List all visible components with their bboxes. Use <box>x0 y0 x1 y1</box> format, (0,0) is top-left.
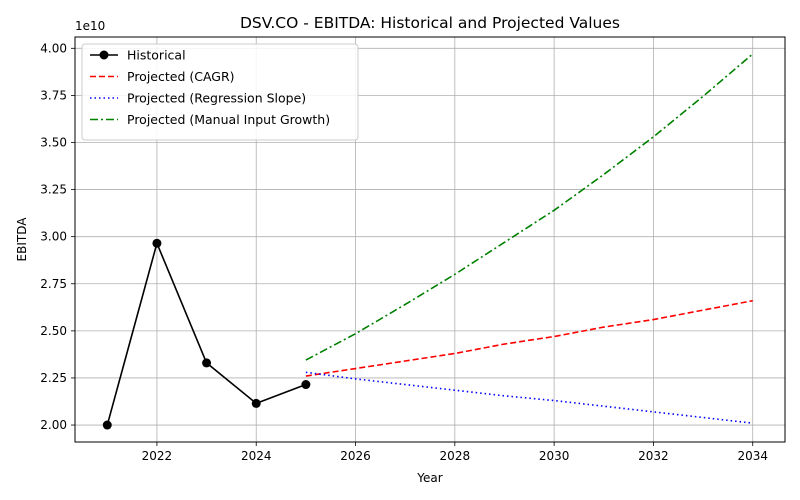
series-point-0 <box>202 358 212 368</box>
y-tick-label: 3.75 <box>40 88 67 102</box>
legend-label-3: Projected (Manual Input Growth) <box>127 112 330 127</box>
y-tick-label: 3.00 <box>40 230 67 244</box>
series-line-2 <box>305 371 753 424</box>
y-tick-label: 2.50 <box>40 324 67 338</box>
legend: Historical Projected (CAGR) Projected (Reg… <box>81 43 359 141</box>
y-axis: 2.00 2.25 2.50 2.75 3.00 3.25 3.50 3.75 4.00 <box>40 41 75 432</box>
y-tick-label: 4.00 <box>40 41 67 55</box>
y-tick-label: 2.00 <box>40 418 67 432</box>
x-tick-label: 2024 <box>241 449 272 463</box>
y-tick-label: 3.50 <box>40 135 67 149</box>
y-tick-label: 3.25 <box>40 183 67 197</box>
x-tick-label: 2022 <box>142 449 173 463</box>
x-tick-label: 2034 <box>737 449 768 463</box>
x-tick-label: 2026 <box>340 449 371 463</box>
y-tick-label: 2.75 <box>40 277 67 291</box>
x-tick-label: 2030 <box>539 449 570 463</box>
x-axis-title: Year <box>416 471 442 485</box>
series-layer <box>102 53 754 430</box>
x-tick-label: 2032 <box>638 449 669 463</box>
x-axis: 2022 2024 2026 2028 2030 2032 2034 <box>142 442 768 463</box>
plot-area-frame <box>74 36 786 443</box>
y-axis-title: EBITDA <box>15 217 29 262</box>
series-point-0 <box>301 380 311 390</box>
y-tick-label: 2.25 <box>40 371 67 385</box>
series-point-0 <box>152 238 162 248</box>
legend-label-0: Historical <box>127 48 186 63</box>
y-axis-offset-label: 1e10 <box>75 19 105 33</box>
series-point-0 <box>251 398 261 408</box>
series-line-1 <box>305 299 753 377</box>
legend-label-2: Projected (Regression Slope) <box>127 91 306 106</box>
chart-title: DSV.CO - EBITDA: Historical and Projecte… <box>240 14 620 32</box>
legend-label-1: Projected (CAGR) <box>127 69 235 84</box>
legend-box <box>81 43 359 141</box>
series-point-0 <box>102 420 112 430</box>
series-line-3 <box>305 53 754 361</box>
x-tick-label: 2028 <box>440 449 471 463</box>
legend-marker-0 <box>99 50 109 60</box>
